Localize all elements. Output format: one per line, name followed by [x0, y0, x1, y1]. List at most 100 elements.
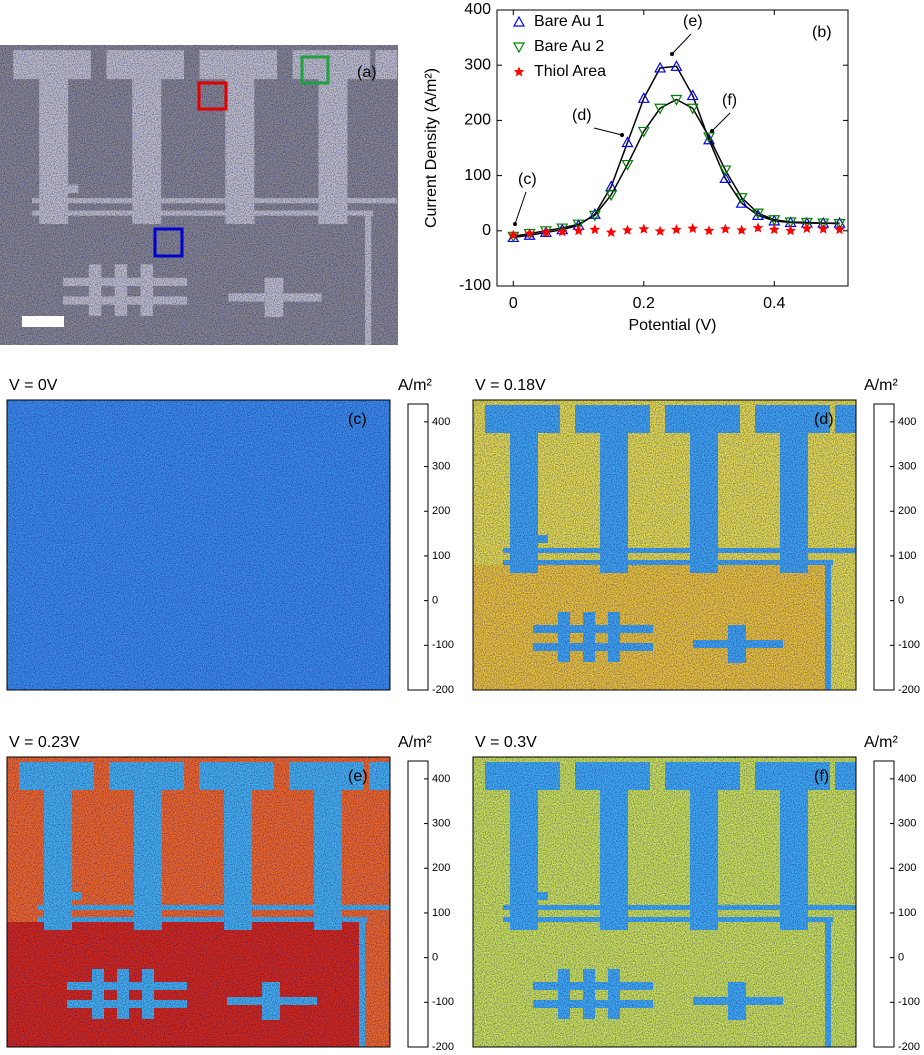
colorbar-tick-label: -200: [432, 1041, 454, 1050]
heatmap-frame: [472, 399, 857, 691]
colorbar-tick-label: 200: [432, 862, 450, 874]
colorbar-tick-label: 400: [432, 773, 450, 785]
colorbar-tick-label: 400: [432, 416, 450, 428]
data-point: [654, 61, 667, 73]
data-point: [588, 210, 601, 222]
heatmap-title: V = 0.3V: [475, 734, 537, 751]
legend-marker: [512, 15, 526, 27]
colorbar-tick-label: 0: [432, 952, 438, 964]
colorbar: [873, 403, 895, 691]
arrow-head: [710, 129, 714, 133]
y-tick-label: 100: [464, 167, 491, 184]
heatmap-title: V = 0.18V: [475, 377, 546, 394]
panel-label: (d): [814, 411, 834, 428]
heatmap-panel: V = 0.18V (d) A/m² -200 -100 0 100 200 300 400: [472, 377, 920, 696]
data-point: [637, 92, 650, 103]
colorbar: [407, 403, 429, 691]
data-point: [638, 223, 650, 234]
data-point: [768, 224, 780, 235]
colorbar-label: A/m²: [398, 377, 432, 394]
colorbar-tick-label: -100: [432, 996, 454, 1008]
data-point: [637, 126, 650, 138]
heatmap-panel: V = 0.23V (e) A/m² -200 -100 0 100 200 300 400: [6, 734, 454, 1053]
data-point: [605, 190, 618, 202]
data-point: [589, 224, 601, 235]
data-point: [801, 223, 813, 234]
arrow-head: [620, 133, 624, 137]
colorbar-tick-label: -200: [898, 1041, 920, 1050]
legend-label: Thiol Area: [534, 63, 606, 80]
data-point: [686, 103, 699, 115]
annotation: (c): [518, 171, 537, 188]
data-point: [622, 224, 633, 235]
data-point: [719, 172, 732, 183]
data-point: [703, 225, 715, 236]
data-point: [540, 226, 552, 237]
colorbar-tick-label: 0: [898, 595, 904, 607]
heatmap-noise: [473, 757, 856, 1047]
arrow-head: [670, 52, 674, 56]
data-point: [654, 225, 666, 236]
legend-label: Bare Au 1: [534, 13, 604, 30]
legend-label: Bare Au 2: [534, 38, 604, 55]
colorbar-tick-label: 100: [432, 550, 450, 562]
legend-marker: [513, 66, 525, 77]
panel-label: (f): [814, 768, 829, 785]
heatmap-title: V = 0V: [9, 377, 58, 394]
colorbar-tick-label: 0: [432, 595, 438, 607]
panel-label: (a): [357, 64, 377, 81]
y-axis-label: Current Density (A/m²): [423, 68, 440, 228]
heatmap-frame: [6, 399, 391, 691]
x-tick-label: 0.2: [633, 295, 655, 312]
panel-label: (e): [348, 768, 368, 785]
colorbar-tick-label: 300: [432, 817, 450, 829]
data-point: [834, 224, 845, 235]
colorbar-tick-label: 400: [898, 773, 916, 785]
data-point: [621, 159, 634, 171]
data-point: [508, 229, 519, 240]
data-point: [800, 217, 813, 229]
colorbar-tick-label: 200: [898, 862, 916, 874]
y-tick-label: 200: [464, 112, 491, 129]
y-tick-label: 400: [464, 1, 491, 18]
data-point: [556, 226, 568, 237]
x-tick-label: 0.4: [763, 295, 785, 312]
colorbar-tick-label: 100: [898, 907, 916, 919]
panel-label: (c): [348, 411, 367, 428]
heatmap-noise: [473, 400, 856, 690]
heatmap-panel: V = 0.3V (f) A/m² -200 -100 0 100 200 300 400: [472, 734, 920, 1053]
y-tick-label: -100: [459, 277, 491, 294]
data-point: [670, 94, 683, 106]
annotation: (f): [722, 92, 737, 109]
annotation-arrow: [711, 112, 731, 132]
annotation: (d): [572, 107, 592, 124]
data-point: [573, 225, 584, 236]
heatmap-noise: [7, 400, 390, 690]
colorbar-tick-label: 300: [432, 460, 450, 472]
heatmap-frame: [6, 756, 391, 1048]
annotation-arrow: [671, 33, 692, 55]
data-point: [752, 222, 764, 233]
data-point: [817, 223, 829, 234]
heatmap-panel: V = 0V (c) A/m² -200 -100 0 100 200 300 400: [6, 377, 454, 696]
data-point: [671, 224, 682, 235]
data-point: [572, 219, 585, 231]
heatmap-frame: [472, 756, 857, 1048]
data-point: [588, 208, 601, 219]
colorbar: [407, 760, 429, 1048]
annotation-arrow: [593, 127, 623, 136]
roi-blue: [153, 227, 184, 258]
data-point: [833, 219, 846, 230]
data-point: [703, 132, 716, 144]
colorbar-label: A/m²: [398, 734, 432, 751]
colorbar-tick-label: 0: [898, 952, 904, 964]
data-point: [687, 223, 699, 234]
colorbar-tick-label: 300: [898, 817, 916, 829]
x-axis-label: Potential (V): [628, 317, 716, 334]
data-point: [621, 136, 634, 148]
colorbar-tick-label: -200: [432, 684, 454, 696]
data-point: [785, 225, 796, 236]
data-point: [751, 208, 764, 220]
data-point: [719, 165, 732, 177]
